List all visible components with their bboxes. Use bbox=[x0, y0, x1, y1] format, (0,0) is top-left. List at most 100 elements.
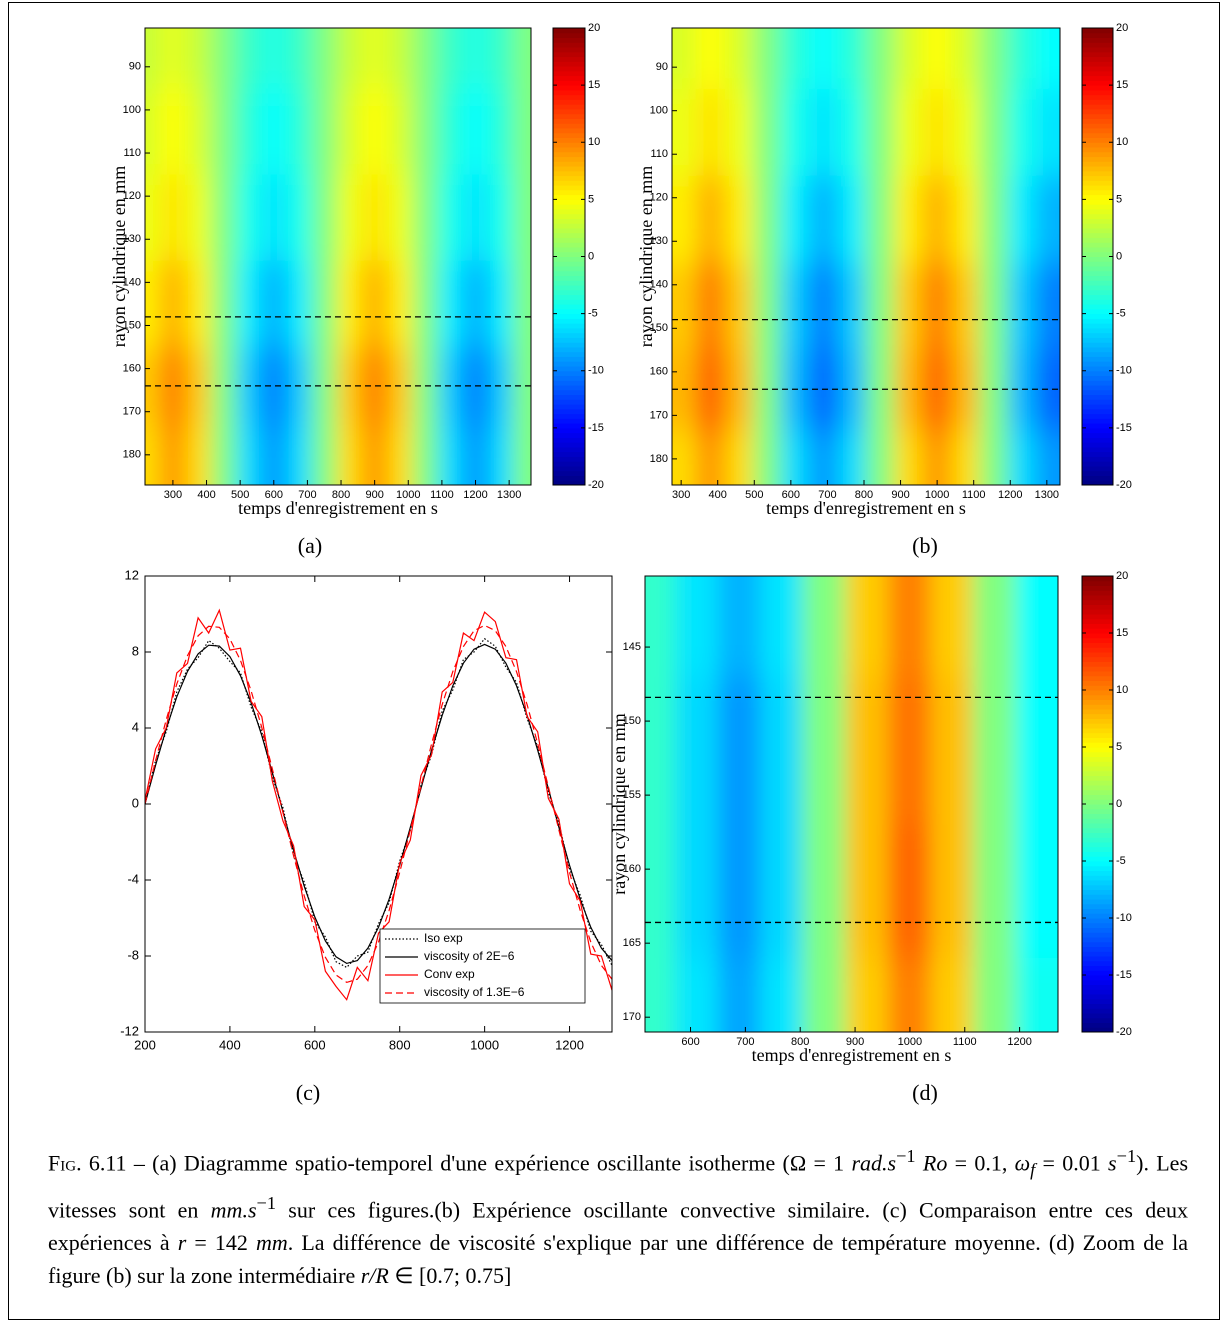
y-tick-label: 155 bbox=[623, 789, 641, 801]
colorbar-tick-label: -20 bbox=[588, 479, 604, 491]
heatmap-cell bbox=[412, 347, 439, 428]
x-tick-label: 600 bbox=[265, 489, 283, 501]
colorbar-strip bbox=[1082, 66, 1113, 72]
colorbar-strip bbox=[1082, 180, 1113, 186]
colorbar-strip bbox=[553, 180, 585, 186]
colorbar-strip bbox=[553, 227, 585, 234]
caption-text: Fig. bbox=[48, 1150, 82, 1176]
colorbar-strip bbox=[1082, 956, 1113, 962]
heatmap-cell bbox=[235, 260, 262, 348]
colorbar-strip bbox=[1082, 884, 1113, 890]
heatmap-cell bbox=[412, 260, 439, 348]
x-axis-label: temps d'enregistrement en s bbox=[766, 498, 966, 518]
colorbar-strip bbox=[1082, 208, 1113, 215]
legend-label: Conv exp bbox=[424, 967, 475, 981]
heatmap-cell bbox=[809, 350, 838, 432]
heatmap-cell bbox=[760, 676, 804, 826]
legend-box bbox=[379, 928, 586, 1004]
colorbar-strip bbox=[1082, 147, 1113, 153]
colorbar-strip bbox=[1082, 270, 1113, 277]
heatmap-cell bbox=[845, 957, 889, 1032]
heatmap-cell bbox=[286, 260, 313, 348]
heatmap-cell bbox=[488, 28, 514, 89]
heatmap-cell bbox=[1035, 175, 1060, 264]
y-tick-label: 160 bbox=[623, 863, 641, 875]
heatmap-cell bbox=[311, 174, 338, 262]
colorbar-strip bbox=[553, 194, 585, 200]
caption-text: mm bbox=[256, 1230, 288, 1256]
colorbar-strip bbox=[1082, 832, 1113, 838]
heatmap-cell bbox=[930, 957, 974, 1032]
heatmap-cell bbox=[802, 824, 846, 959]
colorbar-strip bbox=[553, 246, 585, 253]
heatmap-cell bbox=[645, 957, 676, 1032]
colorbar-strip bbox=[553, 51, 585, 58]
colorbar-strip bbox=[1082, 1027, 1113, 1033]
x-tick-label: 1000 bbox=[470, 1037, 499, 1052]
heatmap-cell bbox=[1035, 350, 1060, 432]
colorbar-strip bbox=[1082, 737, 1113, 743]
y-tick-label: 180 bbox=[123, 449, 141, 461]
x-tick-label: 1000 bbox=[898, 1036, 922, 1048]
colorbar-strip bbox=[553, 94, 585, 100]
colorbar-strip bbox=[1082, 161, 1113, 167]
colorbar-strip bbox=[1082, 785, 1113, 791]
colorbar-strip bbox=[1082, 446, 1113, 453]
heatmap-cell bbox=[185, 426, 212, 485]
colorbar-strip bbox=[1082, 470, 1113, 476]
heatmap-cell bbox=[837, 28, 867, 90]
heatmap-cell bbox=[672, 263, 697, 351]
heatmap-cell bbox=[675, 824, 719, 959]
colorbar-strip bbox=[553, 47, 585, 53]
colorbar-strip bbox=[1082, 927, 1113, 933]
heatmap-cell bbox=[1035, 28, 1060, 90]
heatmap-cell bbox=[780, 350, 810, 432]
colorbar-strip bbox=[1082, 113, 1113, 119]
colorbar-tick-label: 20 bbox=[1116, 22, 1128, 34]
heatmap-cell bbox=[261, 28, 287, 89]
caption-text: 6.11 – (a) Diagramme spatio-temporel d'u… bbox=[81, 1150, 852, 1176]
heatmap-cell bbox=[675, 676, 719, 826]
colorbar-tick-label: -10 bbox=[1116, 912, 1132, 924]
heatmap-cell bbox=[235, 88, 262, 176]
heatmap-cell bbox=[845, 576, 889, 678]
plot-lines bbox=[145, 608, 612, 1001]
colorbar-strip bbox=[1082, 480, 1113, 486]
colorbar-strip bbox=[553, 285, 585, 291]
colorbar-strip bbox=[1082, 998, 1113, 1004]
colorbar-strip bbox=[1082, 385, 1113, 391]
y-tick-label: 165 bbox=[623, 937, 641, 949]
heatmap-cell bbox=[645, 676, 676, 826]
y-axis-label: rayon cylindrique en mm bbox=[636, 166, 656, 347]
colorbar-strip bbox=[1082, 637, 1113, 643]
heatmap-cell bbox=[979, 175, 1009, 264]
heatmap-cell bbox=[160, 260, 187, 348]
caption-text: −1 bbox=[256, 1192, 277, 1213]
colorbar-strip bbox=[1082, 894, 1113, 900]
y-tick-label: 150 bbox=[650, 322, 668, 334]
heatmap-cell bbox=[695, 263, 726, 351]
colorbar-strip bbox=[1082, 137, 1113, 143]
colorbar-strip bbox=[1082, 903, 1113, 909]
x-tick-label: 900 bbox=[891, 489, 909, 501]
colorbar-strip bbox=[553, 289, 585, 296]
colorbar-strip bbox=[553, 89, 585, 96]
colorbar-strip bbox=[1082, 818, 1113, 824]
x-tick-label: 600 bbox=[304, 1037, 326, 1052]
colorbar-strip bbox=[553, 232, 585, 238]
heatmap-cell bbox=[362, 260, 388, 348]
colorbar-strip bbox=[1082, 170, 1113, 177]
colorbar-strip bbox=[1082, 761, 1113, 767]
heatmap-cell bbox=[261, 347, 287, 428]
heatmap-cell bbox=[802, 676, 846, 826]
heatmap-cell bbox=[894, 263, 923, 351]
y-tick-label: 110 bbox=[123, 147, 141, 159]
colorbar-strip bbox=[1082, 946, 1113, 952]
colorbar-strip bbox=[553, 399, 585, 405]
colorbar-tick-label: -15 bbox=[588, 422, 604, 434]
y-tick-label: 160 bbox=[650, 366, 668, 378]
x-tick-label: 1200 bbox=[1007, 1036, 1031, 1048]
colorbar-strip bbox=[1082, 1017, 1113, 1023]
colorbar-strip bbox=[1082, 361, 1113, 367]
